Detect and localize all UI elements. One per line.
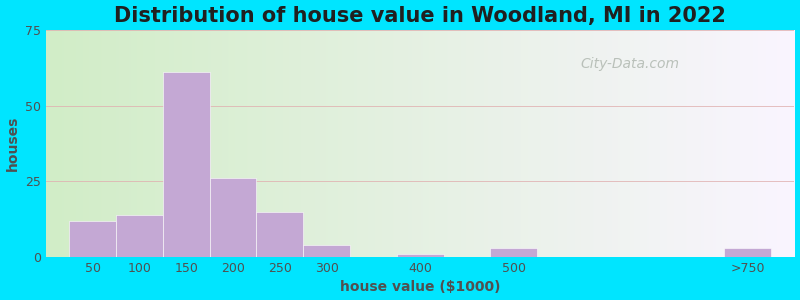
Bar bbox=[257, 212, 303, 257]
Bar bbox=[210, 178, 257, 257]
Bar bbox=[490, 248, 537, 257]
Bar bbox=[397, 254, 443, 257]
Title: Distribution of house value in Woodland, MI in 2022: Distribution of house value in Woodland,… bbox=[114, 6, 726, 26]
Text: City-Data.com: City-Data.com bbox=[580, 57, 679, 71]
Bar bbox=[303, 245, 350, 257]
Bar bbox=[70, 221, 116, 257]
Y-axis label: houses: houses bbox=[6, 116, 19, 171]
Bar bbox=[724, 248, 771, 257]
Bar bbox=[116, 214, 163, 257]
Bar bbox=[163, 72, 210, 257]
X-axis label: house value ($1000): house value ($1000) bbox=[340, 280, 501, 294]
